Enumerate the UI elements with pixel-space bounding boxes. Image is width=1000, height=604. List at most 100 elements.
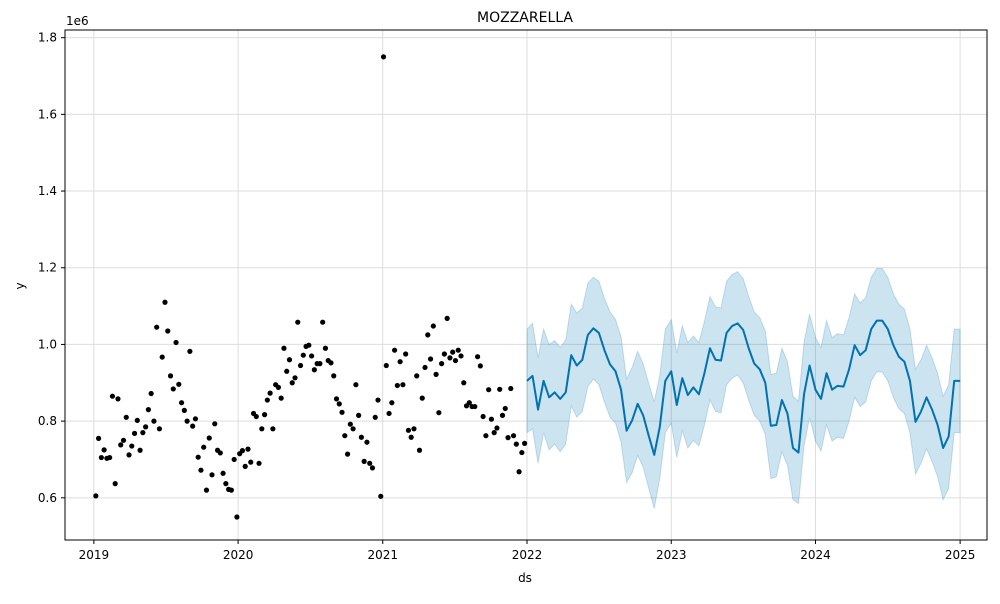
observed-point bbox=[129, 443, 135, 449]
observed-point bbox=[480, 413, 486, 420]
observed-point bbox=[270, 426, 276, 432]
observed-point bbox=[203, 487, 210, 493]
y-tick-label: 0.6 bbox=[38, 491, 57, 505]
observed-point bbox=[427, 356, 434, 362]
chart-title: MOZZARELLA bbox=[477, 10, 573, 26]
observed-point bbox=[178, 400, 185, 406]
observed-point bbox=[394, 382, 400, 389]
x-tick-label: 2023 bbox=[656, 548, 687, 562]
observed-point bbox=[234, 514, 240, 520]
observed-point bbox=[339, 409, 345, 415]
observed-point bbox=[184, 418, 190, 424]
observed-point bbox=[336, 401, 342, 407]
observed-point bbox=[361, 458, 367, 464]
observed-point bbox=[140, 430, 146, 436]
observed-point bbox=[458, 353, 464, 359]
observed-point bbox=[433, 371, 439, 377]
observed-point bbox=[115, 396, 121, 402]
observed-point bbox=[350, 426, 356, 432]
y-tick-label: 0.8 bbox=[38, 414, 57, 428]
observed-point bbox=[137, 447, 143, 453]
observed-point bbox=[286, 357, 293, 363]
observed-point bbox=[239, 448, 246, 454]
observed-point bbox=[275, 384, 282, 390]
plot-frame bbox=[64, 29, 988, 541]
observed-point bbox=[356, 412, 362, 418]
observed-point bbox=[430, 323, 436, 329]
x-tick-label: 2021 bbox=[367, 548, 398, 562]
observed-point bbox=[145, 407, 151, 413]
observed-point bbox=[95, 435, 102, 441]
observed-point bbox=[353, 382, 359, 388]
observed-points-layer bbox=[93, 54, 528, 520]
observed-point bbox=[256, 460, 262, 466]
observed-point bbox=[292, 375, 298, 381]
x-tick-label: 2020 bbox=[223, 548, 254, 562]
observed-point bbox=[123, 414, 129, 420]
observed-point bbox=[154, 324, 160, 330]
observed-point bbox=[403, 351, 409, 357]
observed-point bbox=[505, 435, 511, 441]
observed-point bbox=[228, 487, 234, 493]
observed-point bbox=[264, 397, 270, 403]
observed-point bbox=[317, 361, 323, 367]
observed-point bbox=[383, 362, 389, 369]
observed-point bbox=[436, 410, 442, 416]
uncertainty-band bbox=[526, 268, 961, 509]
observed-point bbox=[170, 386, 176, 392]
observed-point bbox=[331, 373, 337, 379]
observed-point bbox=[375, 397, 381, 403]
observed-point bbox=[148, 390, 154, 397]
observed-point bbox=[367, 460, 373, 466]
observed-point bbox=[389, 400, 395, 406]
observed-point bbox=[508, 385, 514, 392]
observed-point bbox=[364, 439, 370, 445]
observed-point bbox=[242, 463, 248, 469]
observed-point bbox=[474, 354, 481, 360]
observed-point bbox=[491, 430, 497, 436]
observed-point bbox=[126, 452, 132, 458]
observed-point bbox=[397, 359, 403, 365]
observed-point bbox=[209, 472, 215, 478]
observed-point bbox=[248, 459, 254, 465]
observed-point bbox=[267, 390, 273, 396]
observed-point bbox=[159, 354, 165, 360]
observed-point bbox=[522, 440, 528, 446]
observed-point bbox=[414, 373, 420, 379]
observed-point bbox=[344, 451, 351, 457]
observed-point bbox=[295, 319, 301, 325]
observed-point bbox=[223, 481, 229, 487]
y-tick-label: 1.6 bbox=[38, 107, 57, 121]
observed-point bbox=[322, 345, 329, 351]
observed-point bbox=[261, 412, 268, 418]
observed-point bbox=[131, 430, 138, 436]
observed-point bbox=[494, 425, 500, 431]
observed-point bbox=[425, 332, 431, 338]
observed-point bbox=[342, 433, 348, 439]
observed-point bbox=[181, 407, 187, 413]
observed-point bbox=[497, 386, 503, 392]
observed-point bbox=[198, 467, 204, 473]
observed-point bbox=[165, 328, 171, 334]
observed-point bbox=[369, 465, 376, 471]
observed-point bbox=[101, 447, 107, 453]
observed-point bbox=[311, 367, 317, 373]
observed-point bbox=[447, 355, 453, 361]
observed-point bbox=[284, 368, 290, 374]
observed-point bbox=[358, 434, 364, 440]
observed-point bbox=[483, 433, 489, 439]
observed-point bbox=[309, 353, 315, 359]
observed-point bbox=[320, 319, 326, 325]
observed-point bbox=[372, 414, 378, 420]
observed-point bbox=[486, 387, 492, 393]
observed-point bbox=[386, 410, 392, 417]
observed-point bbox=[289, 380, 295, 386]
observed-point bbox=[118, 442, 124, 448]
observed-point bbox=[461, 380, 467, 386]
observed-point bbox=[134, 417, 140, 423]
observed-point bbox=[347, 421, 353, 427]
observed-point bbox=[408, 434, 414, 440]
uncertainty-band-layer bbox=[526, 268, 961, 509]
observed-point bbox=[93, 493, 99, 499]
